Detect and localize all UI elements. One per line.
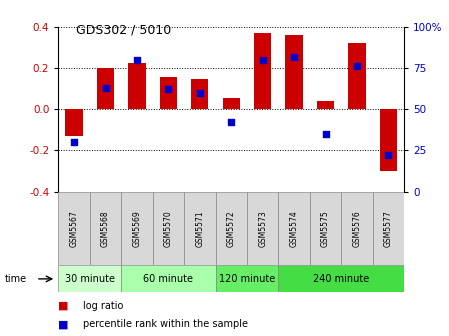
Point: [102, 85, 109, 90]
Bar: [380, 109, 397, 171]
Text: 60 minute: 60 minute: [143, 274, 194, 284]
Bar: [223, 98, 240, 109]
Bar: [348, 43, 365, 109]
Text: GSM5575: GSM5575: [321, 210, 330, 247]
Bar: [341, 192, 373, 265]
Point: [165, 87, 172, 92]
Bar: [121, 192, 153, 265]
Point: [385, 153, 392, 158]
Bar: [121, 265, 216, 292]
Text: GSM5568: GSM5568: [101, 210, 110, 247]
Text: GSM5577: GSM5577: [384, 210, 393, 247]
Bar: [160, 77, 177, 109]
Bar: [58, 265, 121, 292]
Text: time: time: [4, 274, 26, 284]
Text: GSM5570: GSM5570: [164, 210, 173, 247]
Bar: [278, 265, 404, 292]
Text: ■: ■: [58, 319, 69, 329]
Text: GSM5567: GSM5567: [70, 210, 79, 247]
Text: GSM5573: GSM5573: [258, 210, 267, 247]
Bar: [97, 68, 114, 109]
Text: GSM5572: GSM5572: [227, 210, 236, 247]
Bar: [247, 192, 278, 265]
Bar: [216, 265, 278, 292]
Point: [70, 139, 78, 145]
Bar: [286, 35, 303, 109]
Bar: [90, 192, 121, 265]
Bar: [216, 192, 247, 265]
Bar: [184, 192, 216, 265]
Text: percentile rank within the sample: percentile rank within the sample: [83, 319, 248, 329]
Bar: [128, 63, 145, 109]
Bar: [66, 109, 83, 136]
Text: GSM5576: GSM5576: [352, 210, 361, 247]
Bar: [254, 33, 271, 109]
Point: [353, 64, 361, 69]
Text: GSM5571: GSM5571: [195, 210, 204, 247]
Point: [259, 57, 266, 62]
Text: log ratio: log ratio: [83, 301, 123, 311]
Text: ■: ■: [58, 301, 69, 311]
Text: 240 minute: 240 minute: [313, 274, 370, 284]
Bar: [373, 192, 404, 265]
Text: GSM5569: GSM5569: [132, 210, 141, 247]
Text: 30 minute: 30 minute: [65, 274, 115, 284]
Point: [291, 54, 298, 59]
Text: GDS302 / 5010: GDS302 / 5010: [76, 24, 172, 37]
Bar: [317, 101, 334, 109]
Bar: [191, 79, 208, 109]
Point: [322, 131, 329, 136]
Bar: [278, 192, 310, 265]
Point: [228, 120, 235, 125]
Point: [196, 90, 203, 95]
Bar: [58, 192, 90, 265]
Text: GSM5574: GSM5574: [290, 210, 299, 247]
Text: 120 minute: 120 minute: [219, 274, 275, 284]
Point: [133, 57, 141, 62]
Bar: [153, 192, 184, 265]
Bar: [310, 192, 341, 265]
